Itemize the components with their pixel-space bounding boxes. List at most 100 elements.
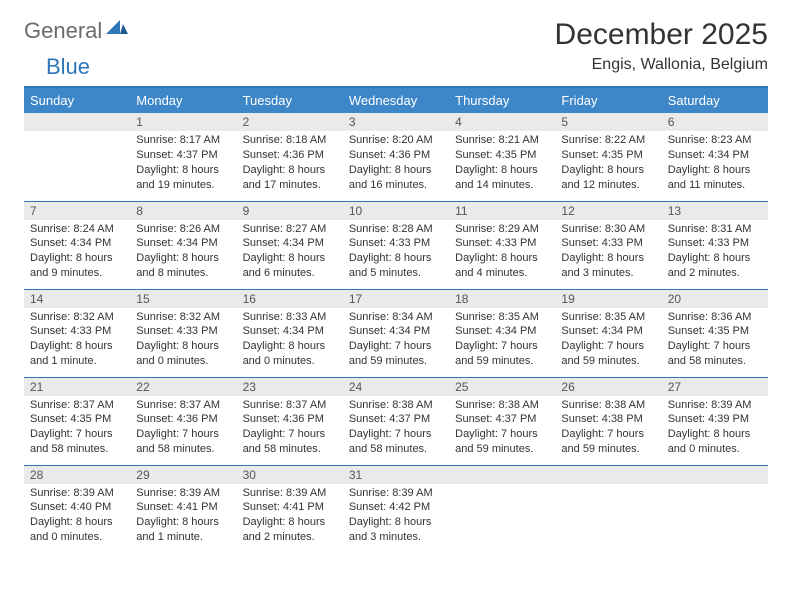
day-cell: 11Sunrise: 8:29 AMSunset: 4:33 PMDayligh…: [449, 201, 555, 289]
sunrise-text: Sunrise: 8:26 AM: [136, 222, 230, 237]
day-number: 21: [24, 378, 130, 396]
day-cell: 10Sunrise: 8:28 AMSunset: 4:33 PMDayligh…: [343, 201, 449, 289]
daylight-text: Daylight: 8 hours and 8 minutes.: [136, 251, 230, 281]
day-number: 22: [130, 378, 236, 396]
sunrise-text: Sunrise: 8:37 AM: [30, 398, 124, 413]
day-cell: 9 Sunrise: 8:27 AMSunset: 4:34 PMDaylight…: [237, 201, 343, 289]
brand-logo: General: [24, 18, 130, 44]
sunset-text: Sunset: 4:34 PM: [243, 236, 337, 251]
day-body: Sunrise: 8:26 AMSunset: 4:34 PMDaylight:…: [130, 220, 236, 285]
daylight-text: Daylight: 8 hours and 4 minutes.: [455, 251, 549, 281]
sunrise-text: Sunrise: 8:38 AM: [455, 398, 549, 413]
daylight-text: Daylight: 7 hours and 59 minutes.: [349, 339, 443, 369]
day-body: Sunrise: 8:37 AMSunset: 4:35 PMDaylight:…: [24, 396, 130, 461]
sunrise-text: Sunrise: 8:23 AM: [668, 133, 762, 148]
day-number: 16: [237, 290, 343, 308]
sunrise-text: Sunrise: 8:32 AM: [30, 310, 124, 325]
sunset-text: Sunset: 4:36 PM: [243, 148, 337, 163]
brand-part2: Blue: [46, 54, 90, 79]
day-cell: 1Sunrise: 8:17 AMSunset: 4:37 PMDaylight…: [130, 113, 236, 201]
day-cell: 3Sunrise: 8:20 AMSunset: 4:36 PMDaylight…: [343, 113, 449, 201]
day-body: Sunrise: 8:39 AMSunset: 4:41 PMDaylight:…: [237, 484, 343, 549]
daylight-text: Daylight: 8 hours and 3 minutes.: [349, 515, 443, 545]
daylight-text: Daylight: 7 hours and 58 minutes.: [136, 427, 230, 457]
sunrise-text: Sunrise: 8:34 AM: [349, 310, 443, 325]
sunrise-text: Sunrise: 8:18 AM: [243, 133, 337, 148]
sunset-text: Sunset: 4:33 PM: [561, 236, 655, 251]
sunset-text: Sunset: 4:41 PM: [243, 500, 337, 515]
daylight-text: Daylight: 7 hours and 58 minutes.: [243, 427, 337, 457]
brand-mark-icon: [106, 20, 128, 43]
day-number: [24, 113, 130, 131]
day-body: Sunrise: 8:28 AMSunset: 4:33 PMDaylight:…: [343, 220, 449, 285]
day-body: Sunrise: 8:38 AMSunset: 4:37 PMDaylight:…: [343, 396, 449, 461]
day-cell: 28Sunrise: 8:39 AMSunset: 4:40 PMDayligh…: [24, 465, 130, 553]
sunrise-text: Sunrise: 8:32 AM: [136, 310, 230, 325]
day-number: 1: [130, 113, 236, 131]
daylight-text: Daylight: 8 hours and 3 minutes.: [561, 251, 655, 281]
day-cell: 6Sunrise: 8:23 AMSunset: 4:34 PMDaylight…: [662, 113, 768, 201]
day-body: Sunrise: 8:32 AMSunset: 4:33 PMDaylight:…: [130, 308, 236, 373]
sunset-text: Sunset: 4:34 PM: [243, 324, 337, 339]
daylight-text: Daylight: 7 hours and 58 minutes.: [30, 427, 124, 457]
day-body: Sunrise: 8:36 AMSunset: 4:35 PMDaylight:…: [662, 308, 768, 373]
day-cell: 31Sunrise: 8:39 AMSunset: 4:42 PMDayligh…: [343, 465, 449, 553]
sunset-text: Sunset: 4:38 PM: [561, 412, 655, 427]
day-number: 20: [662, 290, 768, 308]
day-number: [449, 466, 555, 484]
day-cell: 2 Sunrise: 8:18 AMSunset: 4:36 PMDaylight…: [237, 113, 343, 201]
day-number: 7: [24, 202, 130, 220]
daylight-text: Daylight: 8 hours and 1 minute.: [30, 339, 124, 369]
daylight-text: Daylight: 8 hours and 19 minutes.: [136, 163, 230, 193]
daylight-text: Daylight: 8 hours and 2 minutes.: [668, 251, 762, 281]
day-cell: 16Sunrise: 8:33 AMSunset: 4:34 PMDayligh…: [237, 289, 343, 377]
sunset-text: Sunset: 4:37 PM: [136, 148, 230, 163]
sunset-text: Sunset: 4:33 PM: [136, 324, 230, 339]
day-number: 24: [343, 378, 449, 396]
sunrise-text: Sunrise: 8:30 AM: [561, 222, 655, 237]
weekday-header: Monday: [130, 88, 236, 113]
day-number: 14: [24, 290, 130, 308]
day-body: Sunrise: 8:34 AMSunset: 4:34 PMDaylight:…: [343, 308, 449, 373]
daylight-text: Daylight: 8 hours and 6 minutes.: [243, 251, 337, 281]
day-body: Sunrise: 8:30 AMSunset: 4:33 PMDaylight:…: [555, 220, 661, 285]
daylight-text: Daylight: 8 hours and 2 minutes.: [243, 515, 337, 545]
daylight-text: Daylight: 7 hours and 59 minutes.: [561, 339, 655, 369]
sunrise-text: Sunrise: 8:27 AM: [243, 222, 337, 237]
sunset-text: Sunset: 4:39 PM: [668, 412, 762, 427]
day-number: 9: [237, 202, 343, 220]
weekday-header: Thursday: [449, 88, 555, 113]
day-number: 8: [130, 202, 236, 220]
title-block: December 2025 Engis, Wallonia, Belgium: [555, 18, 768, 74]
day-number: 2: [237, 113, 343, 131]
week-row: 28Sunrise: 8:39 AMSunset: 4:40 PMDayligh…: [24, 465, 768, 553]
daylight-text: Daylight: 8 hours and 9 minutes.: [30, 251, 124, 281]
sunset-text: Sunset: 4:33 PM: [349, 236, 443, 251]
daylight-text: Daylight: 8 hours and 1 minute.: [136, 515, 230, 545]
day-body: Sunrise: 8:20 AMSunset: 4:36 PMDaylight:…: [343, 131, 449, 196]
day-body: Sunrise: 8:39 AMSunset: 4:40 PMDaylight:…: [24, 484, 130, 549]
day-number: [662, 466, 768, 484]
day-body: Sunrise: 8:37 AMSunset: 4:36 PMDaylight:…: [237, 396, 343, 461]
day-body: Sunrise: 8:24 AMSunset: 4:34 PMDaylight:…: [24, 220, 130, 285]
day-cell: 19Sunrise: 8:35 AMSunset: 4:34 PMDayligh…: [555, 289, 661, 377]
weekday-header: Sunday: [24, 88, 130, 113]
sunset-text: Sunset: 4:34 PM: [668, 148, 762, 163]
day-number: 18: [449, 290, 555, 308]
day-number: 4: [449, 113, 555, 131]
day-cell: 18Sunrise: 8:35 AMSunset: 4:34 PMDayligh…: [449, 289, 555, 377]
day-cell: 22Sunrise: 8:37 AMSunset: 4:36 PMDayligh…: [130, 377, 236, 465]
daylight-text: Daylight: 8 hours and 11 minutes.: [668, 163, 762, 193]
daylight-text: Daylight: 8 hours and 14 minutes.: [455, 163, 549, 193]
day-cell: 26Sunrise: 8:38 AMSunset: 4:38 PMDayligh…: [555, 377, 661, 465]
daylight-text: Daylight: 8 hours and 0 minutes.: [136, 339, 230, 369]
daylight-text: Daylight: 8 hours and 5 minutes.: [349, 251, 443, 281]
daylight-text: Daylight: 8 hours and 17 minutes.: [243, 163, 337, 193]
day-number: 5: [555, 113, 661, 131]
sunset-text: Sunset: 4:35 PM: [30, 412, 124, 427]
daylight-text: Daylight: 7 hours and 58 minutes.: [349, 427, 443, 457]
day-cell: 30Sunrise: 8:39 AMSunset: 4:41 PMDayligh…: [237, 465, 343, 553]
weekday-header: Tuesday: [237, 88, 343, 113]
day-cell: 4Sunrise: 8:21 AMSunset: 4:35 PMDaylight…: [449, 113, 555, 201]
daylight-text: Daylight: 8 hours and 16 minutes.: [349, 163, 443, 193]
